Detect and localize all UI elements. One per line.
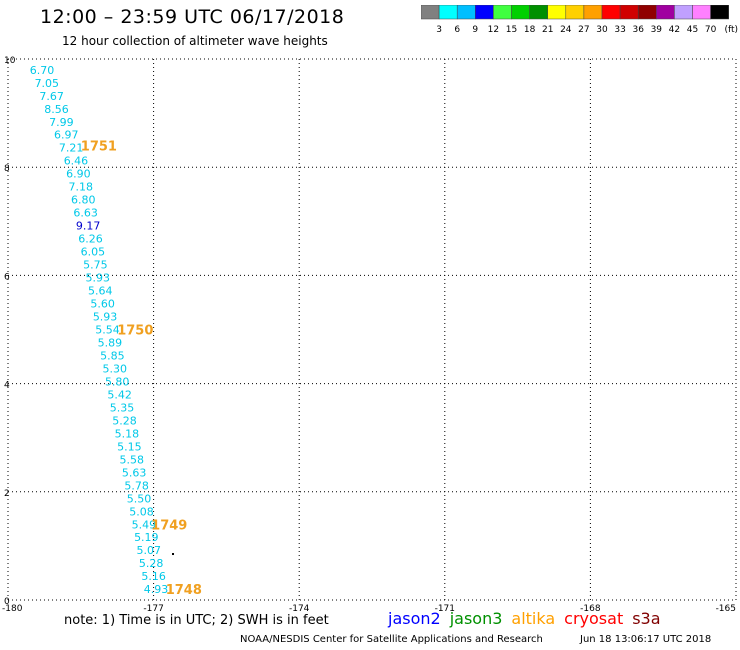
wave-height-label: 5.35 xyxy=(110,401,135,414)
wave-height-label: 6.05 xyxy=(81,246,106,259)
wave-height-label: 7.21 xyxy=(59,142,84,155)
wave-height-label: 5.30 xyxy=(103,362,128,375)
wave-height-label: 5.58 xyxy=(120,453,145,466)
satellite-legend-item: jason2 xyxy=(388,609,441,628)
wave-height-label: 7.67 xyxy=(39,90,64,103)
data-point-marker xyxy=(172,553,175,556)
colorbar-label: 9 xyxy=(472,25,478,35)
wave-height-label: 6.97 xyxy=(54,129,79,142)
wave-height-label: 6.26 xyxy=(78,233,103,246)
wave-height-label: 6.70 xyxy=(30,64,55,77)
colorbar-swatch xyxy=(710,5,729,20)
wave-height-label: 9.17 xyxy=(76,220,101,233)
wave-height-label: 5.75 xyxy=(83,259,108,272)
colorbar-label: 12 xyxy=(488,25,499,35)
generated-timestamp: Jun 18 13:06:17 UTC 2018 xyxy=(580,634,712,645)
time-label: 1749 xyxy=(151,518,187,533)
colorbar-label: 39 xyxy=(651,25,663,35)
time-label: 1748 xyxy=(166,583,202,598)
wave-height-label: 4.93 xyxy=(144,583,169,596)
wave-height-label: 5.85 xyxy=(100,349,125,362)
x-tick-label: -165 xyxy=(716,604,736,614)
wave-height-label: 5.63 xyxy=(122,466,147,479)
wave-height-label: 6.80 xyxy=(71,194,96,207)
wave-height-label: 5.64 xyxy=(88,285,113,298)
wave-height-label: 5.15 xyxy=(117,440,142,453)
wave-height-label: 5.16 xyxy=(141,570,166,583)
colorbar-label: 42 xyxy=(669,25,680,35)
satellite-legend-item: jason3 xyxy=(449,609,503,628)
x-tick-label: -180 xyxy=(2,604,23,614)
satellite-legend-item: altika xyxy=(511,609,556,628)
y-tick-label: 8 xyxy=(4,164,10,174)
y-tick-label: 6 xyxy=(4,272,10,282)
chart-title: 12:00 – 23:59 UTC 06/17/2018 xyxy=(40,6,345,28)
wave-height-label: 5.07 xyxy=(136,544,161,557)
wave-height-label: 5.89 xyxy=(98,336,123,349)
x-tick-label: -171 xyxy=(435,604,455,614)
time-label: 1751 xyxy=(81,140,117,155)
wave-height-label: 5.60 xyxy=(90,298,115,311)
x-tick-label: -168 xyxy=(580,604,601,614)
satellite-legend: jason2 jason3 altika cryosat s3a xyxy=(388,609,670,628)
wave-height-label: 6.63 xyxy=(73,207,98,220)
y-tick-label: 4 xyxy=(4,381,10,391)
colorbar-label: 18 xyxy=(524,25,536,35)
wave-height-label: 5.49 xyxy=(132,518,157,531)
wave-height-label: 5.42 xyxy=(107,388,132,401)
time-label: 1750 xyxy=(117,324,153,339)
wave-height-label: 5.28 xyxy=(139,557,164,570)
wave-height-label: 5.28 xyxy=(112,414,137,427)
colorbar-label: 24 xyxy=(560,25,572,35)
wave-height-label: 7.18 xyxy=(69,181,94,194)
colorbar-label: 30 xyxy=(596,25,608,35)
colorbar-label: 45 xyxy=(687,25,698,35)
wave-height-label: 5.54 xyxy=(95,324,120,337)
wave-height-label: 5.08 xyxy=(129,505,154,518)
colorbar-label: 6 xyxy=(454,25,460,35)
wave-height-label: 5.93 xyxy=(86,272,111,285)
satellite-legend-item: cryosat xyxy=(564,609,624,628)
wave-height-label: 7.05 xyxy=(35,77,60,90)
wave-height-label: 5.93 xyxy=(93,311,118,324)
colorbar-unit: (ft) xyxy=(724,25,738,35)
wave-height-label: 6.46 xyxy=(64,155,89,168)
x-tick-label: -177 xyxy=(143,604,163,614)
color-scale-legend: 3 6 9 12 15 18 21 24 27 30 33 36 39 42 45 70 (ft) xyxy=(421,5,738,35)
colorbar-label: 3 xyxy=(436,25,442,35)
wave-height-label: 5.19 xyxy=(134,531,159,544)
wave-height-label: 8.56 xyxy=(44,103,69,116)
colorbar-label: 21 xyxy=(542,25,553,35)
units-note: note: 1) Time is in UTC; 2) SWH is in fe… xyxy=(64,613,329,628)
y-tick-label: 10 xyxy=(4,56,16,66)
colorbar-label: 27 xyxy=(578,25,589,35)
wave-height-label: 6.90 xyxy=(66,168,91,181)
colorbar-label: 33 xyxy=(614,25,625,35)
colorbar-label: 70 xyxy=(705,25,717,35)
colorbar-label: 36 xyxy=(632,25,644,35)
colorbar-label: 15 xyxy=(506,25,517,35)
y-tick-label: 2 xyxy=(4,489,10,499)
x-tick-label: -174 xyxy=(289,604,310,614)
wave-height-label: 5.50 xyxy=(127,492,152,505)
credit-line: NOAA/NESDIS Center for Satellite Applica… xyxy=(240,634,543,645)
satellite-legend-item: s3a xyxy=(632,609,661,628)
wave-height-label: 5.18 xyxy=(115,427,140,440)
wave-height-label: 5.78 xyxy=(124,479,149,492)
wave-height-label: 7.99 xyxy=(49,116,74,129)
wave-height-label: 5.80 xyxy=(105,375,130,388)
y-tick-label: 0 xyxy=(4,597,10,607)
chart-subtitle: 12 hour collection of altimeter wave hei… xyxy=(62,34,328,48)
